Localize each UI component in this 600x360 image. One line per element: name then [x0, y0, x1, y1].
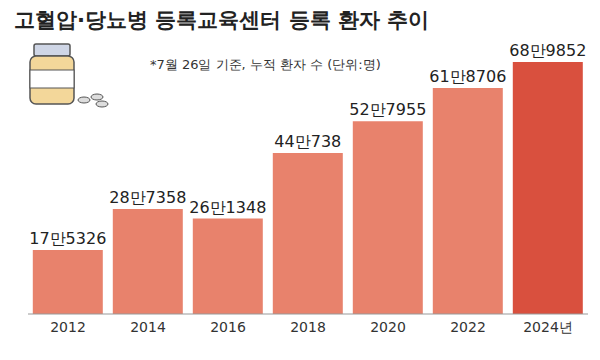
svg-text:28만7358: 28만7358	[109, 188, 186, 207]
svg-text:44만738: 44만738	[274, 132, 341, 151]
svg-text:26만1348: 26만1348	[189, 198, 266, 217]
svg-text:61만8706: 61만8706	[429, 67, 506, 86]
svg-text:2024년: 2024년	[523, 319, 573, 335]
svg-text:17만5326: 17만5326	[29, 229, 106, 248]
svg-text:2012: 2012	[50, 319, 86, 335]
svg-text:68만9852: 68만9852	[509, 41, 586, 60]
svg-text:2018: 2018	[290, 319, 326, 335]
html-text:*7월 26일 기준, 누적 환자 수 (단위:명): *7월 26일 기준, 누적 환자 수 (단위:명)	[150, 57, 381, 72]
svg-text:52만7955: 52만7955	[349, 100, 426, 119]
svg-text:2016: 2016	[210, 319, 246, 335]
html-text:고혈압·당뇨병 등록교육센터 등록 환자 추이: 고혈압·당뇨병 등록교육센터 등록 환자 추이	[14, 8, 430, 32]
svg-text:2020: 2020	[370, 319, 406, 335]
svg-text:2014: 2014	[130, 319, 166, 335]
svg-text:2022: 2022	[450, 319, 486, 335]
